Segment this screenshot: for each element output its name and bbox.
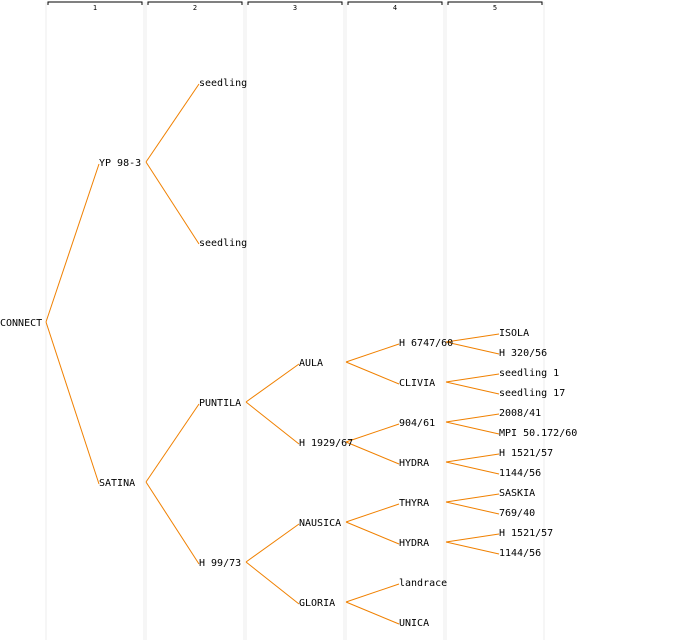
variety-label: 1144/56 <box>499 468 541 479</box>
variety-label: seedling <box>199 238 247 249</box>
generation-bracket <box>47 1 143 5</box>
pedigree-edge <box>345 441 400 465</box>
pedigree-edge <box>245 401 300 445</box>
variety-label: HYDRA <box>399 458 429 469</box>
variety-label: H 1929/67 <box>299 438 353 449</box>
variety-label: seedling 1 <box>499 368 559 379</box>
variety-label: seedling <box>199 78 247 89</box>
variety-label: SATINA <box>99 478 135 489</box>
pedigree-edge <box>345 361 400 385</box>
variety-label-highlight[interactable]: GLORIA <box>299 598 335 609</box>
variety-label: NAUSICA <box>299 518 341 529</box>
pedigree-edge <box>445 501 500 515</box>
pedigree-labels: seedling seedling YP 98-3 ISOLA H 320/56 H 67… <box>0 78 577 629</box>
variety-label: AULA <box>299 358 323 369</box>
pedigree-edge <box>445 421 500 435</box>
pedigree-edge <box>445 453 500 463</box>
pedigree-edge <box>145 83 200 163</box>
generation-number: 1 <box>93 4 97 12</box>
pedigree-edge <box>445 381 500 395</box>
generation-number: 5 <box>493 4 497 12</box>
generation-number: 4 <box>393 4 397 12</box>
pedigree-edge <box>445 533 500 543</box>
generation-number: 2 <box>193 4 197 12</box>
variety-label: H 320/56 <box>499 348 547 359</box>
variety-label: 1144/56 <box>499 548 541 559</box>
generation-number: 3 <box>293 4 297 12</box>
variety-label: 904/61 <box>399 418 435 429</box>
pedigree-edge <box>45 163 100 323</box>
pedigree-edge <box>345 503 400 523</box>
column-dividers <box>45 2 545 640</box>
pedigree-edge <box>245 363 300 403</box>
pedigree-edge <box>345 521 400 545</box>
pedigree-edge <box>345 423 400 443</box>
variety-label: YP 98-3 <box>99 158 141 169</box>
pedigree-edge <box>145 481 200 565</box>
pedigree-edge <box>145 403 200 483</box>
variety-label: THYRA <box>399 498 429 509</box>
pedigree-edges <box>45 83 500 625</box>
variety-label: H 6747/60 <box>399 338 453 349</box>
variety-label: landrace <box>399 578 447 589</box>
variety-label: 769/40 <box>499 508 535 519</box>
pedigree-edge <box>445 461 500 475</box>
pedigree-edge <box>245 561 300 605</box>
pedigree-edge <box>445 341 500 355</box>
pedigree-edge <box>345 601 400 625</box>
variety-label: seedling 17 <box>499 388 565 399</box>
pedigree-edge <box>445 333 500 343</box>
pedigree-edge <box>245 523 300 563</box>
pedigree-edge <box>145 161 200 245</box>
variety-label: ISOLA <box>499 328 529 339</box>
pedigree-edge <box>445 493 500 503</box>
variety-label: CLIVIA <box>399 378 435 389</box>
variety-label: PUNTILA <box>199 398 241 409</box>
pedigree-edge <box>445 373 500 383</box>
generation-header: 1 2 3 4 5 <box>47 1 543 12</box>
generation-bracket <box>247 1 343 5</box>
variety-label: UNICA <box>399 618 429 629</box>
generation-bracket <box>347 1 443 5</box>
variety-label: H 99/73 <box>199 558 241 569</box>
variety-label: HYDRA <box>399 538 429 549</box>
variety-label: SASKIA <box>499 488 535 499</box>
generation-bracket <box>447 1 543 5</box>
variety-label: MPI 50.172/60 <box>499 428 577 439</box>
pedigree-edge <box>345 583 400 603</box>
generation-bracket <box>147 1 243 5</box>
pedigree-edge <box>445 541 500 555</box>
variety-label: H 1521/57 <box>499 448 553 459</box>
variety-label: 2008/41 <box>499 408 541 419</box>
variety-label: H 1521/57 <box>499 528 553 539</box>
pedigree-edge <box>45 321 100 485</box>
variety-label: CONNECT <box>0 318 42 329</box>
pedigree-edge <box>445 413 500 423</box>
pedigree-edge <box>345 343 400 363</box>
